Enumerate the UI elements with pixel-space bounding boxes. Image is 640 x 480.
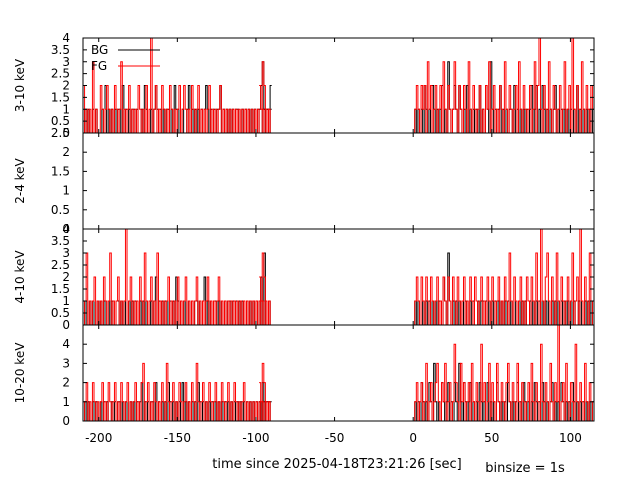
xtick-label: 50 [484,431,499,445]
panel-3-ytick-label: 2 [62,270,70,284]
panel-2-ytick-label: 0.5 [51,203,70,217]
series-fg-panel-4-segment-3 [413,324,594,422]
panels-group: 00.511.522.533.543-10 keVBGFG00.511.522.… [13,31,595,428]
binsize-note: binsize = 1s [485,461,565,476]
panel-1-ytick-label: 2 [62,79,70,93]
series-fg-panel-3-segment-1 [83,228,272,326]
panel-2-ytick-label: 2 [62,145,70,159]
panel-1-ytick-label: 3.5 [51,43,70,57]
panel-4-ytick-label: 3 [62,356,70,370]
panel-2: 0 0.5 1 1.5 2 2.5 2-4 keV [13,126,595,236]
legend: BG FG [91,43,160,73]
panel-1-ytick-label: 1 [62,102,70,116]
panel-4-ytick-label: 4 [62,337,70,351]
xtick-label: -150 [164,431,191,445]
panel-2-ytick-label: 1.5 [51,164,70,178]
x-axis-label: time since 2025-04-18T23:21:26 [sec] [212,457,461,472]
legend-label-fg: FG [91,59,107,73]
xtick-label: 0 [409,431,417,445]
panel-2-ytick-label: 1 [62,184,70,198]
legend-label-bg: BG [91,43,108,57]
series-fg-panel-4-segment-1 [83,362,272,422]
panel-4-ytick-label: 1 [62,395,70,409]
panel-2-ytick-label: 0 [62,222,70,236]
xtick-label: 100 [559,431,582,445]
panel-3-ytick-label: 3 [62,246,70,260]
panel-1-ytick-label: 0.5 [51,114,70,128]
xtick-label: -200 [85,431,112,445]
series-fg-panel-1-segment-1 [83,37,272,134]
panel-3-ytick-label: 3.5 [51,234,70,248]
panel-3-ylabel: 4-10 keV [13,250,27,304]
panel-3-ytick-label: 1 [62,294,70,308]
panel-3: 00.511.522.533.544-10 keV [13,222,595,332]
panel-3-ytick-label: 0 [62,318,70,332]
panel-2-ylabel: 2-4 keV [13,157,27,203]
panel-4-frame [82,324,595,422]
panel-4-ylabel: 10-20 keV [13,342,27,404]
panel-1-ytick-label: 3 [62,55,70,69]
panel-1-ytick-label: 2.5 [51,67,70,81]
panel-2-frame [82,132,595,230]
panel-1-ytick-label: 4 [62,31,70,45]
panel-1-ylabel: 3-10 keV [13,58,27,112]
series-fg-panel-3-segment-2 [259,252,272,326]
panel-3-ytick-label: 4 [62,222,70,236]
series-fg-panel-4-segment-2 [259,362,272,422]
panel-4-ytick-label: 0 [62,414,70,428]
panel-1-ytick-label: 0 [62,126,70,140]
panel-3-ytick-label: 0.5 [51,306,70,320]
panel-4-ytick-label: 2 [62,376,70,390]
panel-4: 0 1 2 3 4 10-20 keV [13,324,595,428]
xtick-label: -100 [242,431,269,445]
panel-2-ytick-label: 2.5 [51,126,70,140]
series-fg-panel-1-segment-2 [259,61,272,134]
panel-3-ytick-label: 1.5 [51,282,70,296]
xtick-label: -50 [325,431,345,445]
panel-3-ytick-label: 2.5 [51,258,70,272]
x-axis: -200 -150 -100 -50 0 50 100 [85,431,582,445]
panel-1-ytick-label: 1.5 [51,90,70,104]
